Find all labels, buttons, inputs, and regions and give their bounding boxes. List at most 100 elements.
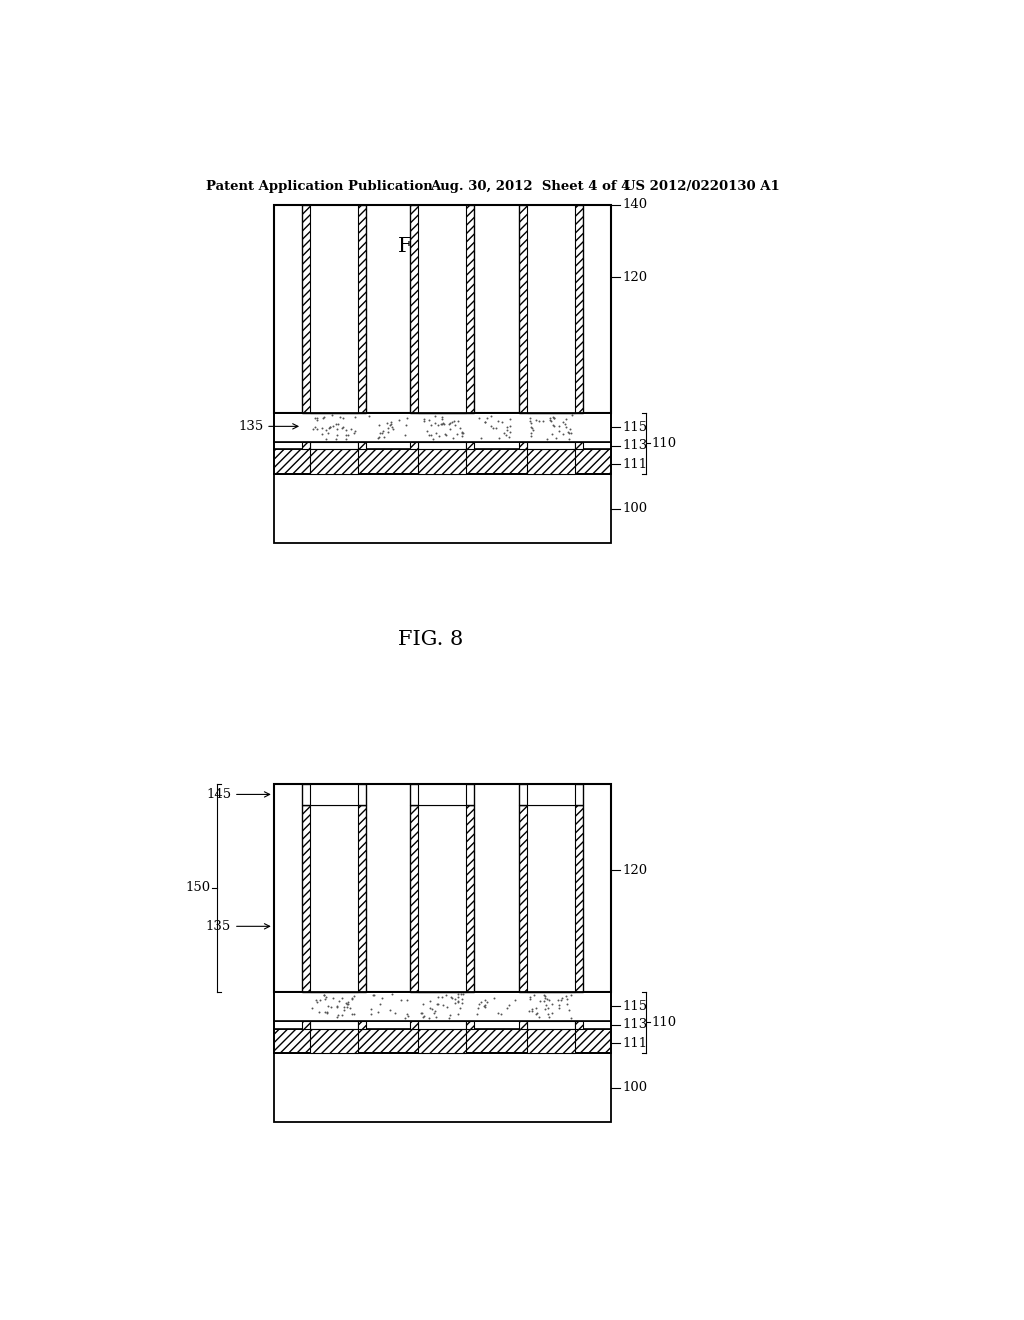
Point xyxy=(445,294,462,315)
Point xyxy=(545,257,561,279)
Point xyxy=(522,425,539,446)
Point xyxy=(332,302,348,323)
Point xyxy=(535,411,551,432)
Point xyxy=(527,409,544,430)
Point xyxy=(454,993,470,1014)
Point xyxy=(307,887,324,908)
Point xyxy=(522,833,539,854)
Point xyxy=(433,924,450,945)
Point xyxy=(330,322,346,343)
Point xyxy=(544,950,560,972)
Point xyxy=(436,854,453,875)
Point xyxy=(382,412,398,433)
Point xyxy=(345,779,361,800)
Point xyxy=(336,836,352,857)
Point xyxy=(446,989,463,1010)
Point xyxy=(479,408,496,429)
Point xyxy=(450,1003,466,1024)
Point xyxy=(429,371,445,392)
Point xyxy=(306,832,323,853)
Point xyxy=(563,405,580,426)
Point xyxy=(398,989,415,1010)
Point xyxy=(317,965,334,986)
Point xyxy=(563,933,580,954)
Point xyxy=(436,850,453,871)
Point xyxy=(437,809,454,830)
Point xyxy=(329,781,345,803)
Point xyxy=(324,822,340,843)
Point xyxy=(544,994,560,1015)
Point xyxy=(427,405,443,426)
Point xyxy=(314,408,331,429)
Point xyxy=(521,205,538,226)
Point xyxy=(456,331,472,352)
Point xyxy=(342,903,358,924)
Point xyxy=(334,203,350,224)
Point xyxy=(416,408,432,429)
Point xyxy=(555,945,571,966)
Point xyxy=(423,425,439,446)
Point xyxy=(374,422,390,444)
Point xyxy=(556,822,572,843)
Point xyxy=(332,272,348,293)
Point xyxy=(331,202,347,223)
Point xyxy=(343,269,359,290)
Point xyxy=(447,954,464,975)
Point xyxy=(338,965,354,986)
Point xyxy=(530,199,547,220)
Point xyxy=(337,358,353,379)
Point xyxy=(340,202,356,223)
Point xyxy=(545,884,561,906)
Point xyxy=(309,323,326,345)
Point xyxy=(372,414,388,436)
Point xyxy=(560,271,577,292)
Point xyxy=(437,360,454,381)
Point xyxy=(454,425,470,446)
Point xyxy=(440,379,457,400)
Point xyxy=(483,416,500,437)
Point xyxy=(441,1005,458,1026)
Point xyxy=(545,414,561,436)
Point xyxy=(551,248,567,269)
Point xyxy=(341,319,357,341)
Point xyxy=(531,791,548,812)
Point xyxy=(563,393,580,414)
Point xyxy=(434,407,451,428)
Point xyxy=(321,940,337,961)
Point xyxy=(531,797,548,818)
Point xyxy=(562,422,579,444)
Point xyxy=(311,272,328,293)
Point xyxy=(337,804,353,825)
Point xyxy=(436,780,453,801)
Point xyxy=(345,949,361,970)
Point xyxy=(432,230,449,251)
Point xyxy=(328,378,344,399)
Point xyxy=(306,859,323,880)
Bar xyxy=(519,784,583,805)
Point xyxy=(559,421,575,442)
Point xyxy=(534,927,550,948)
Point xyxy=(436,271,453,292)
Point xyxy=(527,1003,544,1024)
Point xyxy=(447,383,464,404)
Point xyxy=(530,891,547,912)
Point xyxy=(436,884,453,906)
Bar xyxy=(309,1028,357,1053)
Point xyxy=(416,1005,432,1026)
Point xyxy=(436,424,453,445)
Point xyxy=(545,407,561,428)
Point xyxy=(344,989,360,1010)
Point xyxy=(344,870,360,891)
Point xyxy=(433,413,450,434)
Point xyxy=(556,777,572,799)
Point xyxy=(315,899,332,920)
Point xyxy=(446,414,463,436)
Point xyxy=(534,236,550,257)
Point xyxy=(550,990,566,1011)
Point xyxy=(334,907,350,928)
Point xyxy=(532,895,549,916)
Point xyxy=(455,380,471,401)
Point xyxy=(454,197,470,218)
Bar xyxy=(273,1053,611,1122)
Point xyxy=(449,243,465,264)
